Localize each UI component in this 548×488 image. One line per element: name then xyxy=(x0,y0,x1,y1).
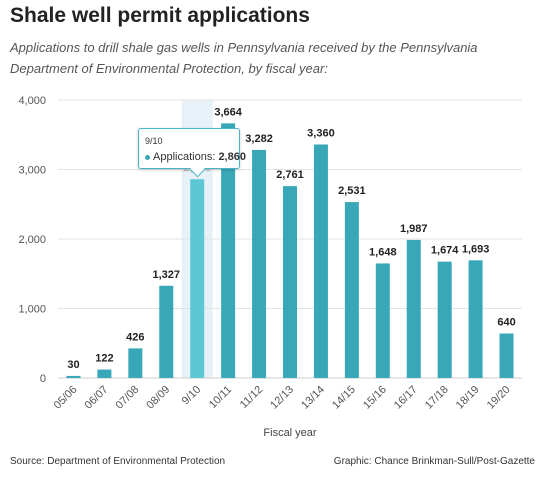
x-tick-label: 14/15 xyxy=(330,384,358,412)
bar-value-label: 1,693 xyxy=(462,243,490,255)
y-tick-label: 1,000 xyxy=(18,304,46,316)
x-tick-label: 13/14 xyxy=(299,384,327,412)
bar xyxy=(313,144,328,378)
bar xyxy=(375,263,390,378)
tooltip-row: Applications: 2,860 xyxy=(145,151,246,163)
bar-value-label: 2,761 xyxy=(276,169,304,181)
bar xyxy=(252,149,267,378)
x-tick-label: 12/13 xyxy=(268,384,296,412)
bar xyxy=(190,179,205,378)
source-note: Source: Department of Environmental Prot… xyxy=(10,456,226,467)
y-tick-label: 0 xyxy=(40,373,46,385)
graphic-credit: Graphic: Chance Brinkman-Sull/Post-Gazet… xyxy=(333,456,535,467)
bar xyxy=(128,348,143,378)
tooltip-value: 2,860 xyxy=(218,151,246,163)
x-tick-label: 05/06 xyxy=(52,384,80,412)
bar-value-label: 640 xyxy=(497,317,515,329)
x-axis-title: Fiscal year xyxy=(263,427,317,439)
bar xyxy=(283,186,297,378)
bar xyxy=(221,123,236,379)
x-tick-label: 06/07 xyxy=(83,384,111,412)
bar xyxy=(66,375,81,378)
tooltip-category: 9/10 xyxy=(145,136,163,146)
bar xyxy=(344,202,359,378)
bar-value-label: 3,664 xyxy=(214,106,242,118)
bar-value-label: 426 xyxy=(126,331,144,343)
hover-tooltip: 9/10 Applications: 2,860 xyxy=(138,128,246,178)
bar-value-label: 1,674 xyxy=(431,245,459,257)
bar-value-label: 122 xyxy=(95,353,113,365)
bar-value-label: 30 xyxy=(67,359,79,371)
bullet-dot-icon xyxy=(145,154,150,160)
chart-title: Shale well permit applications xyxy=(10,4,310,27)
bar xyxy=(468,260,483,378)
bar xyxy=(406,239,421,378)
x-tick-label: 11/12 xyxy=(238,384,265,411)
bar xyxy=(499,333,514,378)
x-tick-label: 10/11 xyxy=(207,384,234,411)
bar-value-label: 1,327 xyxy=(153,269,181,281)
y-tick-label: 4,000 xyxy=(18,95,46,107)
bar-value-label: 3,360 xyxy=(307,127,335,139)
x-tick-label: 18/19 xyxy=(454,384,482,412)
x-tick-label: 16/17 xyxy=(392,384,420,412)
y-tick-label: 3,000 xyxy=(18,165,46,177)
bar-value-label: 2,531 xyxy=(338,185,366,197)
x-tick-label: 07/08 xyxy=(114,384,142,412)
y-tick-label: 2,000 xyxy=(18,234,46,246)
bar-value-label: 1,648 xyxy=(369,246,397,258)
bar-value-label: 3,282 xyxy=(245,133,273,145)
x-tick-label: 19/20 xyxy=(485,384,513,412)
bar xyxy=(97,369,112,378)
chart-subtitle: Applications to drill shale gas wells in… xyxy=(10,40,478,76)
x-tick-label: 15/16 xyxy=(361,384,389,412)
x-tick-label: 17/18 xyxy=(423,384,451,412)
tooltip-series-label: Applications: xyxy=(153,151,216,163)
bar xyxy=(437,261,452,378)
x-tick-label: 9/10 xyxy=(180,384,204,408)
x-tick-label: 08/09 xyxy=(144,384,172,412)
bar xyxy=(159,285,174,378)
bar-value-label: 1,987 xyxy=(400,223,428,235)
